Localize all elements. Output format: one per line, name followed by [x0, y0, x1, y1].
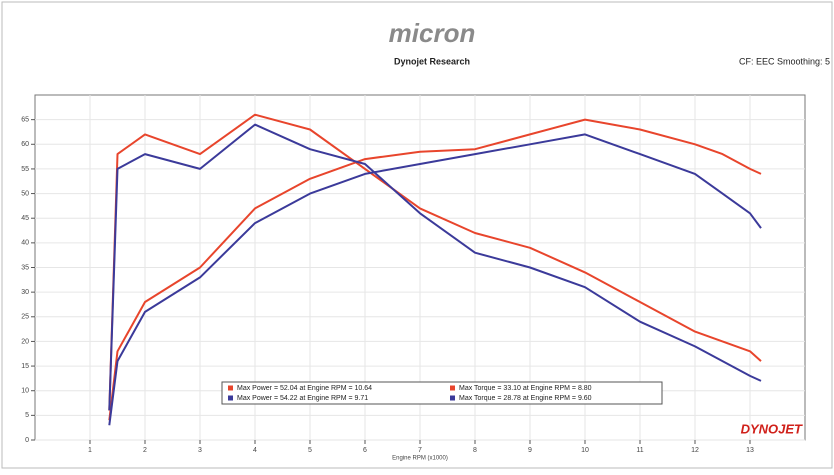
x-tick-label: 13 [746, 447, 754, 454]
x-tick-label: 5 [308, 447, 312, 454]
y-tick-label: 65 [21, 116, 29, 123]
x-tick-label: 12 [691, 447, 699, 454]
x-tick-label: 3 [198, 447, 202, 454]
y-tick-label: 45 [21, 215, 29, 222]
legend-label: Max Power = 52.04 at Engine RPM = 10.64 [237, 385, 372, 392]
y-tick-label: 30 [21, 289, 29, 296]
chart-title: Dynojet Research [394, 56, 470, 66]
y-tick-label: 55 [21, 166, 29, 173]
y-tick-label: 20 [21, 338, 29, 345]
x-tick-label: 9 [528, 447, 532, 454]
legend-label: Max Torque = 28.78 at Engine RPM = 9.60 [459, 395, 592, 402]
x-tick-label: 6 [363, 447, 367, 454]
legend-label: Max Torque = 33.10 at Engine RPM = 8.80 [459, 385, 592, 392]
brand-logo: DYNOJET [741, 421, 803, 436]
x-tick-label: 10 [581, 447, 589, 454]
series-line [108, 113, 762, 411]
legend-box [221, 381, 663, 405]
x-tick-label: 11 [636, 447, 643, 454]
y-tick-label: 0 [25, 437, 29, 444]
y-tick-label: 60 [21, 141, 29, 148]
y-tick-label: 40 [21, 240, 29, 247]
logo: micron [389, 18, 476, 48]
y-tick-label: 5 [25, 412, 29, 419]
series-line [108, 123, 762, 411]
x-tick-label: 4 [253, 447, 257, 454]
x-tick-label: 8 [473, 447, 477, 454]
legend-swatch [228, 395, 233, 401]
legend-swatch [450, 385, 455, 391]
y-tick-label: 50 [21, 190, 29, 197]
y-tick-label: 25 [21, 314, 29, 321]
series-line [108, 133, 762, 426]
legend-swatch [450, 395, 455, 401]
subtitle: CF: EEC Smoothing: 5 [739, 56, 830, 66]
y-tick-label: 15 [21, 363, 29, 370]
series-line [108, 118, 762, 421]
x-tick-label: 2 [143, 447, 147, 454]
y-tick-label: 10 [21, 388, 29, 395]
x-tick-label: 7 [418, 447, 422, 454]
y-tick-label: 35 [21, 264, 29, 271]
legend-label: Max Power = 54.22 at Engine RPM = 9.71 [237, 395, 368, 402]
x-axis-label: Engine RPM (x1000) [392, 456, 448, 462]
legend-swatch [228, 385, 233, 391]
x-tick-label: 1 [88, 447, 92, 454]
